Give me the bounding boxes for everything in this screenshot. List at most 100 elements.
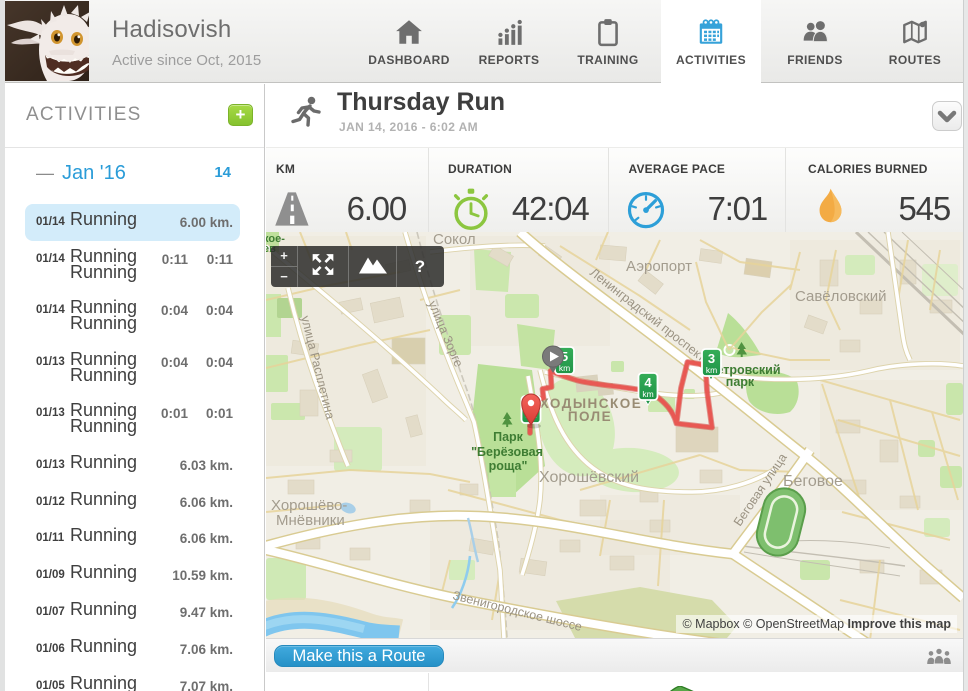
clipboard-icon [593,17,623,47]
map-label-khoroshevo1: Хорошёво- [271,497,347,514]
stopwatch-icon [451,187,491,231]
activity-list-item[interactable]: 01/14 Running Running 0:11 0:11 [25,241,240,293]
item-duration: 0:04 [160,354,188,370]
stats-bar: KM 6.00 DURATION [266,147,963,233]
nav-routes[interactable]: ROUTES [865,0,965,83]
nav-training[interactable]: TRAINING [558,0,658,83]
item-name: Running Running [70,247,143,282]
activity-list-item[interactable]: 01/14 Running 6.00 km. [25,204,240,241]
road-icon [273,187,313,231]
stat-label: AVERAGE PACE [628,162,726,176]
activity-list-item[interactable]: 01/09 Running 10.59 km. [25,557,240,594]
map-label-khodynskoe1: ХОДЫНСКОЕ [540,396,643,411]
item-date: 01/13 [36,407,65,420]
route-map[interactable]: Сокол Аэропорт Савёловский Хорошёвский Х… [266,232,963,638]
marker-unit: km [706,365,717,375]
collapse-button[interactable] [932,101,962,131]
item-date: 01/07 [36,605,65,618]
item-distance: 7.06 km. [179,641,233,657]
month-group-header[interactable]: — Jan '16 14 [25,162,240,186]
creature-illustration [7,5,89,81]
attribution-text: © Mapbox © OpenStreetMap [682,617,848,631]
item-distance: 9.47 km. [179,604,233,620]
activity-list-item[interactable]: 01/13 Running Running 0:04 0:04 [25,344,240,396]
map-controls: + − [271,246,444,287]
activity-list: 01/14 Running 6.00 km. 01/14 Running Running 0… [25,204,240,691]
activity-datetime: JAN 14, 2016 - 6:02 AM [339,120,479,134]
nav-friends[interactable]: FRIENDS [765,0,865,83]
activity-list-item[interactable]: 01/05 Running 7.07 km. [25,668,240,691]
zoom-out-button[interactable]: − [280,268,288,284]
improve-map-link[interactable]: Improve this map [847,617,952,631]
item-name: Running [70,635,138,656]
activity-list-item[interactable]: 01/11 Running 6.06 km. [25,520,240,557]
help-button[interactable]: ? [397,246,443,287]
map-icon [900,17,930,47]
item-name: Running [70,672,138,691]
help-icon: ? [414,256,426,276]
zoom-in-button[interactable]: + [271,246,297,267]
map-water [266,502,480,638]
item-name: Running [70,488,138,509]
item-distance: 6.06 km. [179,531,233,547]
map-attribution: © Mapbox © OpenStreetMap Improve this ma… [676,615,957,633]
avatar[interactable] [5,1,89,81]
start-pin: km [520,393,542,429]
scrollbar-track[interactable] [963,0,968,691]
activity-list-item[interactable]: 01/12 Running 6.06 km. [25,484,240,521]
runner-icon [290,95,322,133]
marker-number: 5 [561,349,568,364]
item-duration2: 0:11 [206,251,233,267]
item-duration2: 0:04 [205,354,233,370]
activity-list-item[interactable]: 01/13 Running 6.03 km. [25,447,240,484]
item-distance: 6.03 km. [179,457,233,473]
item-date: 01/14 [36,252,65,265]
activity-list-item[interactable]: 01/07 Running 9.47 km. [25,594,240,631]
item-name: Running [70,209,138,229]
map-label-begovoe: Беговое [783,473,843,490]
nav-label: TRAINING [577,53,639,67]
mountains-icon [358,254,388,279]
map-label-petrovsky1: Петровский [707,363,780,377]
item-duration2: 0:04 [205,303,233,319]
item-name-line2: Running [70,313,138,334]
add-activity-button[interactable]: + [228,104,253,126]
item-duration2: 0:01 [205,406,233,422]
nav-label: DASHBOARD [368,53,450,67]
activity-list-item[interactable]: 01/06 Running 7.06 km. [25,631,240,668]
fullscreen-button[interactable] [298,246,349,287]
nav-dashboard[interactable]: DASHBOARD [359,0,459,83]
item-date: 01/12 [36,495,65,508]
item-duration: 0:01 [160,406,188,422]
elevation-chart-peak [665,682,703,691]
map-label-sokol: Сокол [433,232,476,248]
stat-label: KM [276,162,296,176]
item-date: 01/11 [36,532,65,545]
km-marker-4: 4 km [637,372,659,406]
terrain-button[interactable] [349,246,397,287]
direction-marker [542,345,564,373]
map-label-park-b3: роща" [489,459,528,473]
make-route-button[interactable]: Make this a Route [274,645,444,667]
nav-activities[interactable]: ACTIVITIES [661,0,761,83]
map-label-khoroshevsky: Хорошёвский [539,469,639,486]
app-container: Hadisovish Active since Oct, 2015 DASHBO… [5,0,963,691]
item-date: 01/13 [36,355,65,368]
activity-list-item[interactable]: 01/13 Running Running 0:01 0:01 [25,395,240,447]
activity-list-item[interactable]: 01/14 Running Running 0:04 0:04 [25,292,240,344]
stat-label: CALORIES BURNED [808,162,928,176]
item-distance: 10.59 km. [172,568,233,584]
item-name: Running [70,525,138,546]
next-section [266,672,963,691]
item-name: Running [70,562,138,583]
item-name-line2: Running [70,261,138,282]
item-date: 01/13 [36,458,65,471]
item-name: Running Running [70,350,143,384]
stat-distance: KM 6.00 [266,148,428,233]
nav-reports[interactable]: REPORTS [459,0,559,83]
item-distance: 6.06 km. [179,494,233,510]
nav-label: FRIENDS [787,53,843,67]
group-people-icon[interactable] [926,648,952,665]
nav-label: REPORTS [478,53,540,67]
tree-icon [502,342,747,427]
